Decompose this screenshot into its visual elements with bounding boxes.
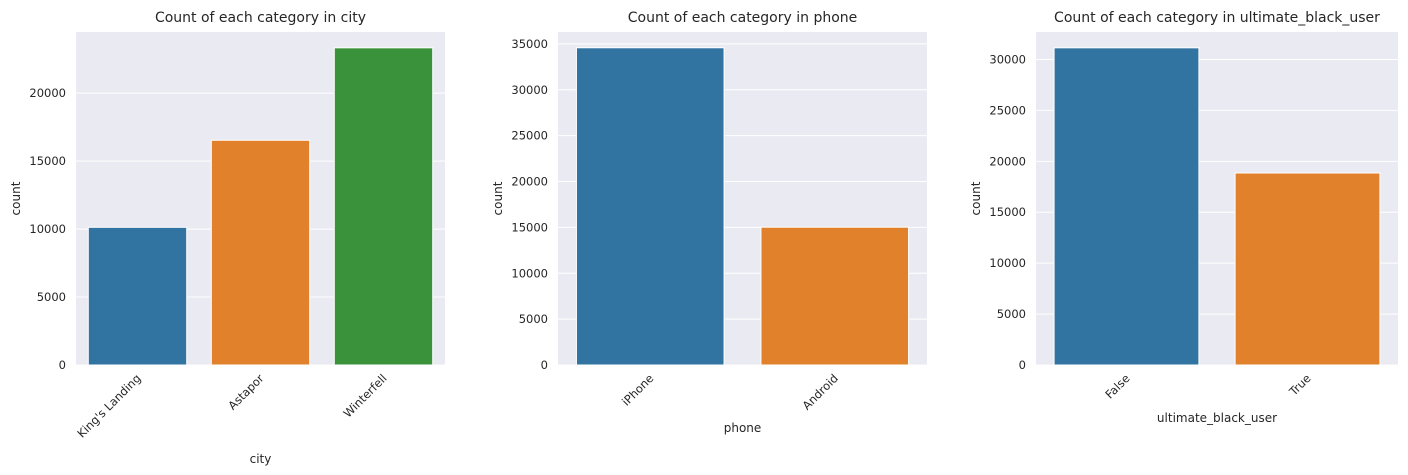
y-tick-label: 10000 xyxy=(511,266,548,280)
bar xyxy=(760,226,910,366)
x-axis-label: ultimate_black_user xyxy=(1157,411,1277,425)
y-tick-label: 15000 xyxy=(511,220,548,234)
bar xyxy=(333,47,434,366)
y-axis-label: count xyxy=(491,181,505,215)
y-tick-label: 25000 xyxy=(989,103,1026,117)
y-tick-label: 30000 xyxy=(511,83,548,97)
y-tick-label: 20000 xyxy=(29,86,66,100)
bar xyxy=(87,226,188,366)
x-tick-label: Android xyxy=(800,371,841,412)
x-tick-label: True xyxy=(1286,371,1314,399)
bar xyxy=(575,47,725,366)
y-tick-label: 15000 xyxy=(29,154,66,168)
chart-title: Count of each category in phone xyxy=(628,10,858,26)
y-tick-label: 5000 xyxy=(519,312,548,326)
x-axis-label: phone xyxy=(724,421,762,435)
y-tick-label: 30000 xyxy=(989,52,1026,66)
x-tick-label: Winterfell xyxy=(341,371,390,420)
chart-title: Count of each category in city xyxy=(155,10,366,26)
y-tick-label: 10000 xyxy=(29,222,66,236)
x-tick-label: Astapor xyxy=(225,371,267,413)
y-tick-label: 5000 xyxy=(37,290,66,304)
y-tick-label: 15000 xyxy=(989,205,1026,219)
y-tick-label: 35000 xyxy=(511,37,548,51)
bar xyxy=(1053,47,1200,366)
bar xyxy=(1234,172,1381,366)
y-tick-label: 5000 xyxy=(997,307,1026,321)
phone-count-chart: Count of each category in phone count ph… xyxy=(491,10,927,435)
y-axis-label: count xyxy=(969,181,983,215)
city-count-chart: Count of each category in city count cit… xyxy=(9,10,445,466)
y-tick-label: 0 xyxy=(541,358,548,372)
y-axis-label: count xyxy=(9,181,23,215)
x-tick-label: False xyxy=(1102,371,1132,401)
y-tick-label: 20000 xyxy=(989,154,1026,168)
y-tick-label: 0 xyxy=(59,358,66,372)
y-tick-label: 25000 xyxy=(511,129,548,143)
x-tick-label: iPhone xyxy=(619,371,656,408)
y-tick-label: 0 xyxy=(1019,358,1026,372)
bar xyxy=(210,139,311,366)
x-axis-label: city xyxy=(250,452,272,466)
ultimate-black-user-count-chart: Count of each category in ultimate_black… xyxy=(969,10,1398,425)
y-tick-label: 20000 xyxy=(511,175,548,189)
chart-title: Count of each category in ultimate_black… xyxy=(1054,10,1380,26)
y-tick-label: 10000 xyxy=(989,256,1026,270)
x-tick-label: King's Landing xyxy=(74,371,143,440)
